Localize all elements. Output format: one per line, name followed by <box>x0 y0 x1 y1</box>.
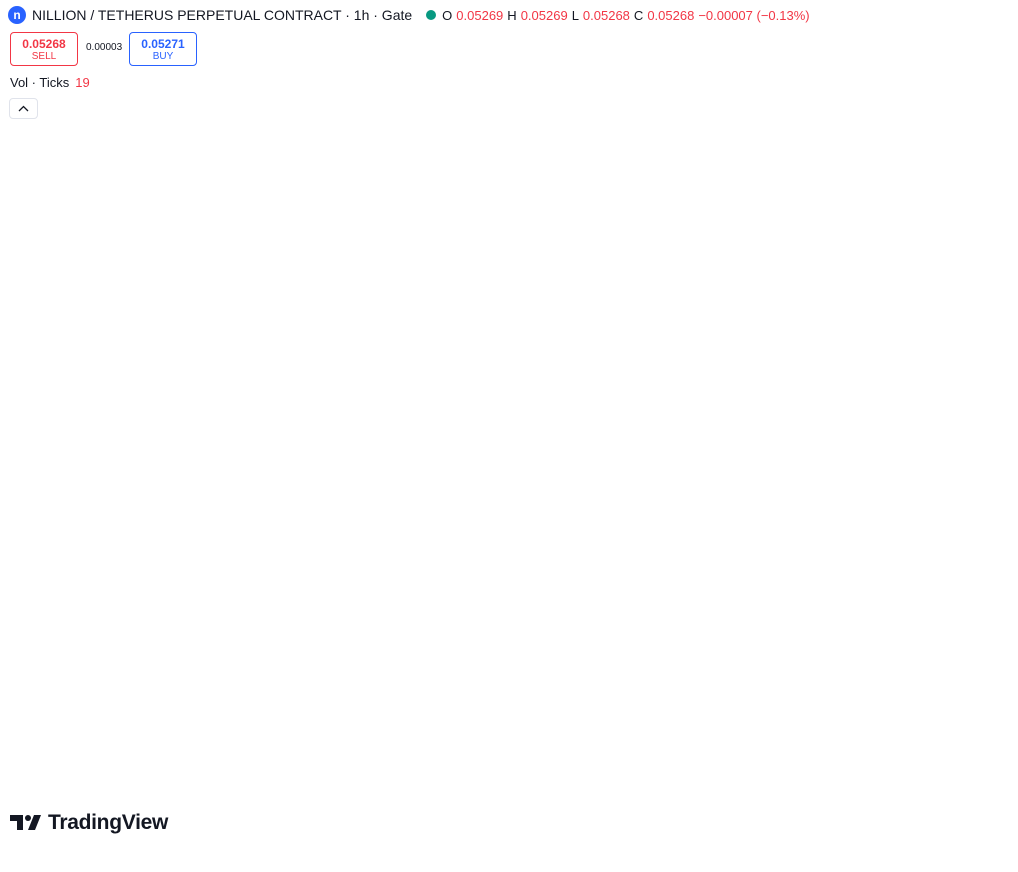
caret <box>18 105 29 112</box>
volume-label: Vol · Ticks <box>10 75 70 90</box>
brand-logo: TradingView <box>10 811 168 835</box>
ohlc-label: O <box>442 7 453 23</box>
brand-icon <box>10 815 41 830</box>
sell-price: 0.05268 <box>22 36 66 51</box>
spread: 0.00003 <box>86 42 123 53</box>
ohlc-value: 0.05269 <box>520 7 568 23</box>
volume-legend: Vol · Ticks 19 <box>10 75 90 90</box>
collapse-button[interactable] <box>9 98 38 119</box>
volume-value: 19 <box>75 75 90 90</box>
ohlc-label: L <box>571 7 579 23</box>
market-status <box>426 10 437 20</box>
symbol-icon: n <box>8 6 26 24</box>
change: −0.00007 (−0.13%) <box>698 7 810 23</box>
chart-title: NILLION / TETHERUS PERPETUAL CONTRACT · … <box>32 7 413 23</box>
buy-label: BUY <box>152 50 174 62</box>
ohlc-value: 0.05269 <box>456 7 504 23</box>
buy-price: 0.05271 <box>141 36 185 51</box>
ohlc-value: 0.05268 <box>647 7 695 23</box>
ohlc-label: C <box>633 7 644 23</box>
ohlc-legend: O 0.05269 H 0.05269 L 0.05268 C 0.05268 −0.0… <box>442 8 809 23</box>
brand-name: TradingView <box>48 811 169 834</box>
ohlc-value: 0.05268 <box>582 7 630 23</box>
buy-button[interactable]: 0.05271 BUY <box>129 32 197 66</box>
sell-label: SELL <box>31 50 57 62</box>
sell-button[interactable]: 0.05268 SELL <box>10 32 78 66</box>
header: n NILLION / TETHERUS PERPETUAL CONTRACT … <box>8 6 810 24</box>
ohlc-label: H <box>507 7 517 23</box>
